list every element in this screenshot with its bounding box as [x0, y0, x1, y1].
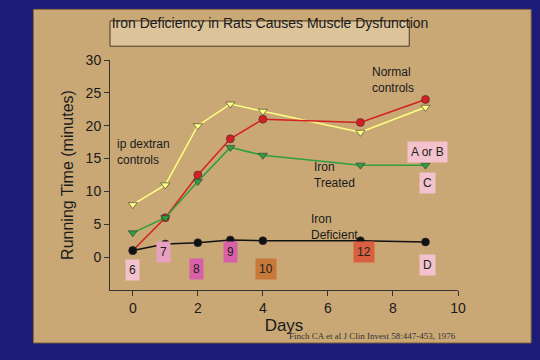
svg-text:30: 30 — [86, 52, 102, 68]
svg-text:Days: Days — [265, 316, 304, 335]
svg-text:IronDeficient: IronDeficient — [311, 212, 358, 242]
svg-text:10: 10 — [259, 262, 273, 276]
svg-text:5: 5 — [93, 216, 101, 232]
svg-text:Running Time (minutes): Running Time (minutes) — [59, 90, 76, 260]
svg-text:25: 25 — [86, 85, 102, 101]
svg-text:ip dextrancontrols: ip dextrancontrols — [117, 137, 170, 167]
svg-text:8: 8 — [389, 300, 397, 316]
svg-text:Iron Deficiency in Rats Causes: Iron Deficiency in Rats Causes Muscle Dy… — [112, 15, 429, 31]
svg-text:9: 9 — [227, 245, 234, 259]
svg-text:8: 8 — [193, 262, 200, 276]
svg-text:20: 20 — [86, 118, 102, 134]
svg-text:Finch CA et al J Clin Invest 5: Finch CA et al J Clin Invest 58:447-453,… — [289, 331, 456, 341]
svg-text:A or B: A or B — [411, 145, 444, 159]
svg-text:7: 7 — [160, 245, 167, 259]
svg-text:12: 12 — [357, 245, 371, 259]
svg-text:0: 0 — [129, 300, 137, 316]
svg-text:C: C — [423, 176, 432, 190]
svg-text:10: 10 — [450, 300, 466, 316]
svg-text:6: 6 — [324, 300, 332, 316]
svg-text:2: 2 — [194, 300, 202, 316]
svg-text:10: 10 — [86, 183, 102, 199]
svg-text:D: D — [423, 258, 432, 272]
svg-text:6: 6 — [129, 263, 136, 277]
svg-text:Normalcontrols: Normalcontrols — [372, 65, 414, 95]
svg-text:IronTreated: IronTreated — [314, 160, 355, 190]
svg-text:0: 0 — [93, 249, 101, 265]
svg-text:15: 15 — [86, 150, 102, 166]
svg-text:4: 4 — [259, 300, 267, 316]
